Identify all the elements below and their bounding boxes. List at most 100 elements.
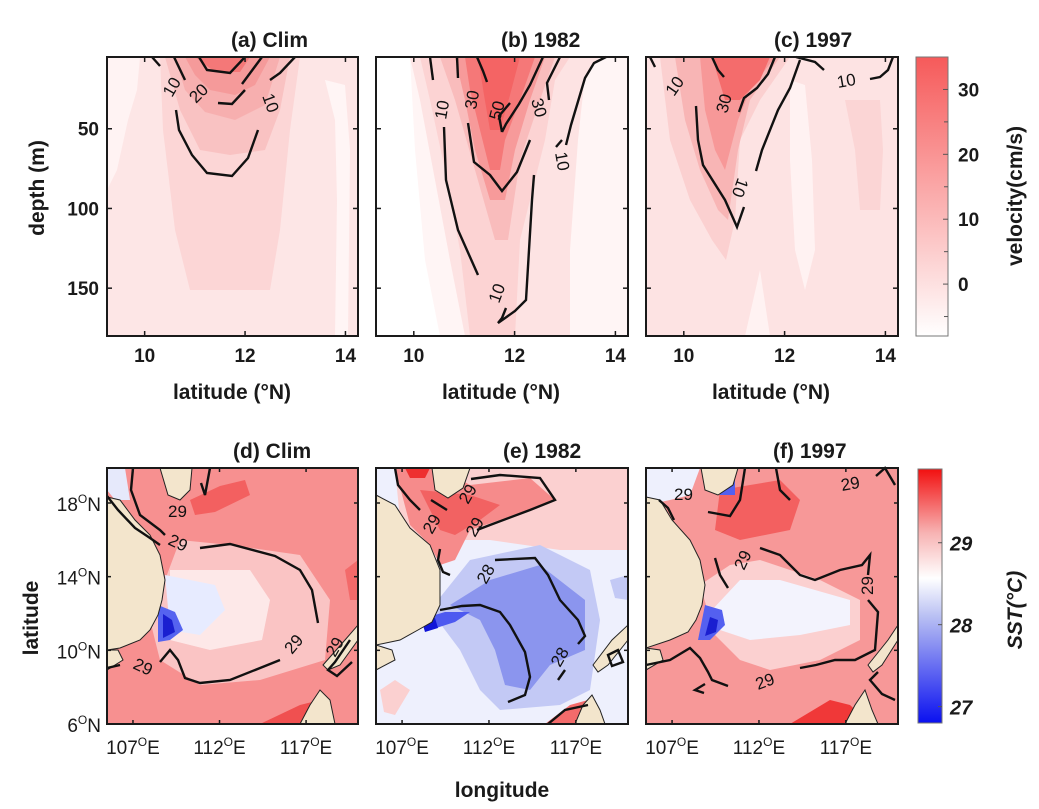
y-tick-label: 6ON (67, 713, 101, 737)
contour-line (606, 648, 625, 668)
plot-frame (645, 467, 899, 725)
contour-line (159, 648, 281, 685)
field-fill (107, 57, 140, 190)
field-fill (380, 680, 410, 715)
y-tick-label: 18ON (57, 492, 101, 516)
contour-label: 10 (431, 99, 453, 121)
contour-line (430, 498, 448, 512)
panel-c-contours (648, 55, 895, 231)
x-tick-label: 107OE (106, 735, 160, 759)
plot-frame (375, 56, 629, 337)
contour-line (737, 56, 777, 113)
land-indochina (646, 496, 706, 649)
panel-e-field (376, 468, 628, 724)
field-fill (715, 480, 800, 540)
contour-line (269, 56, 296, 81)
field-fill (190, 480, 250, 515)
field-fill (376, 57, 440, 336)
contour-line (555, 139, 563, 148)
x-axis-label: latitude (°N) (712, 381, 830, 404)
contour-label: 30 (527, 96, 550, 119)
x-tick-label: 12 (234, 346, 255, 367)
land-borneo (574, 694, 606, 724)
contour-line (151, 56, 161, 67)
panel-d-field (107, 468, 358, 724)
panel-title: (b) 1982 (501, 29, 580, 52)
land-palawan (592, 624, 628, 673)
field-fill (165, 575, 225, 635)
top-row-ticks: 10 12 14 50 100 150 10 12 14 10 12 14 (67, 57, 898, 367)
panel-e-contours (393, 467, 625, 725)
x-axis-label: latitude (°N) (442, 381, 560, 404)
field-fill (790, 80, 815, 290)
contour-line (439, 603, 532, 704)
contour-line (497, 174, 536, 324)
velocity-colorbar: 30 20 10 0 velocity(cm/s) (915, 56, 1027, 337)
field-fill (405, 468, 430, 478)
field-fill (705, 617, 718, 636)
contour-line (869, 56, 895, 81)
contour-line (494, 556, 587, 645)
land-indochina (376, 494, 441, 646)
panel-c-field (646, 57, 898, 336)
contour-line (172, 56, 187, 81)
colorbar-tick-label: 20 (958, 145, 979, 166)
contour-line (436, 548, 451, 577)
field-fill (700, 57, 775, 170)
contour-line (713, 557, 730, 589)
contour-line (241, 56, 263, 85)
x-tick-label: 12 (504, 346, 525, 367)
y-axis-label: depth (m) (26, 140, 49, 236)
land-hainan (431, 468, 471, 499)
land-indochina (107, 496, 166, 651)
field-fill (345, 560, 358, 600)
field-fill (712, 57, 770, 100)
x-tick-label: 112OE (733, 735, 785, 759)
colorbar-tick-label: 28 (949, 616, 973, 638)
land-mekong (107, 649, 124, 671)
x-axis-label: latitude (°N) (173, 381, 291, 404)
contour-line (868, 671, 896, 702)
panel-c: 10 30 10 10 (645, 55, 899, 337)
field-fill (107, 468, 130, 500)
colorbar-tick-label: 27 (949, 698, 973, 720)
contour-label: 50 (486, 99, 509, 122)
contour-line (199, 467, 212, 496)
land-borneo (844, 688, 879, 724)
panel-b-contours (428, 55, 607, 324)
y-tick-label: 14ON (57, 566, 101, 590)
field-fill (845, 100, 883, 210)
x-tick-label: 14 (335, 346, 357, 367)
contour-line (217, 89, 246, 106)
panel-title: (f) 1997 (773, 440, 847, 463)
x-tick-label: 112OE (463, 735, 515, 759)
y-axis-label: latitude (20, 581, 43, 656)
contour-line (174, 109, 260, 178)
x-tick-label: 117OE (820, 735, 872, 759)
field-fill (420, 490, 500, 535)
y-tick-label: 150 (67, 279, 99, 300)
contour-line (795, 55, 825, 71)
colorbar-tick-label: 29 (949, 534, 973, 556)
contour-line (774, 467, 791, 501)
x-tick-label: 117OE (550, 735, 602, 759)
field-fill (646, 468, 700, 505)
contour-line (500, 56, 545, 133)
panel-d-contours (106, 467, 353, 685)
panel-b-field (376, 57, 628, 336)
panel-f: 29 29 29 29 29 (645, 466, 899, 725)
x-axis-label: longitude (455, 779, 549, 802)
field-fill (195, 57, 250, 72)
contour-line (442, 126, 480, 276)
x-tick-label: 10 (403, 346, 424, 367)
panel-a-contours (151, 56, 296, 178)
y-tick-label: 50 (78, 120, 99, 141)
contour-line (658, 499, 676, 521)
plot-frame (106, 56, 359, 337)
field-fill (478, 57, 520, 130)
contour-line (759, 546, 872, 582)
contour-label: 29 (168, 502, 187, 521)
sst-colorbar: 29 28 27 SST(°C) (917, 468, 1027, 724)
